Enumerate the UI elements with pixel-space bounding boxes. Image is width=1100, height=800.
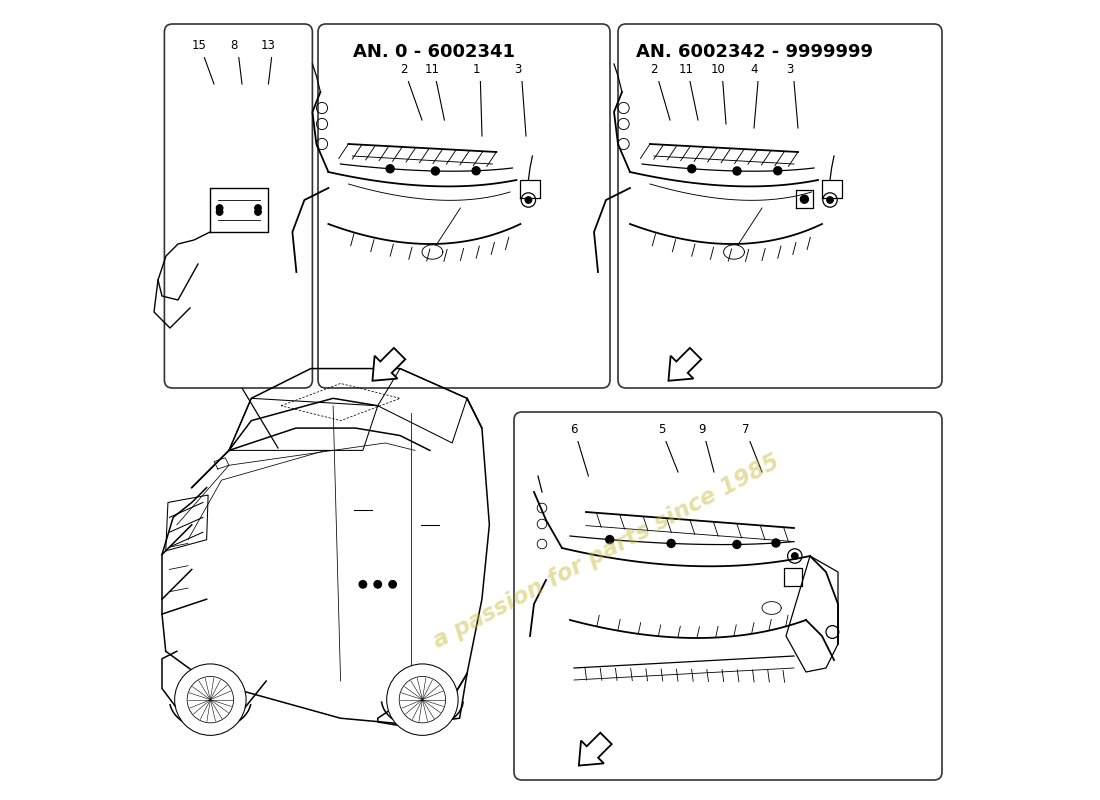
Circle shape: [360, 581, 366, 588]
Circle shape: [772, 539, 780, 547]
Text: 1: 1: [473, 63, 480, 76]
Text: 11: 11: [679, 63, 693, 76]
Circle shape: [255, 209, 261, 215]
Text: AN. 0 - 6002341: AN. 0 - 6002341: [353, 43, 515, 61]
Circle shape: [175, 664, 246, 735]
Circle shape: [387, 664, 458, 735]
Text: 9: 9: [698, 423, 706, 436]
Circle shape: [688, 165, 695, 173]
Circle shape: [472, 166, 480, 174]
Circle shape: [827, 197, 833, 203]
Polygon shape: [373, 348, 405, 381]
Text: 2: 2: [650, 63, 658, 76]
Text: 3: 3: [515, 63, 521, 76]
Circle shape: [801, 195, 808, 203]
Circle shape: [399, 677, 446, 723]
Circle shape: [217, 209, 223, 215]
FancyBboxPatch shape: [514, 412, 942, 780]
Polygon shape: [669, 348, 702, 381]
FancyBboxPatch shape: [318, 24, 610, 388]
Circle shape: [389, 581, 396, 588]
FancyBboxPatch shape: [618, 24, 942, 388]
Text: 11: 11: [425, 63, 440, 76]
Polygon shape: [579, 733, 612, 766]
Text: 4: 4: [750, 63, 758, 76]
Text: 2: 2: [400, 63, 407, 76]
Circle shape: [733, 541, 741, 549]
Text: AN. 6002342 - 9999999: AN. 6002342 - 9999999: [636, 43, 872, 61]
Circle shape: [374, 581, 382, 588]
Circle shape: [773, 166, 782, 174]
Circle shape: [217, 205, 223, 211]
Text: 8: 8: [230, 39, 238, 52]
Text: 3: 3: [786, 63, 794, 76]
Text: 5: 5: [658, 423, 666, 436]
Circle shape: [733, 167, 741, 175]
Circle shape: [792, 553, 798, 559]
Circle shape: [386, 165, 394, 173]
Circle shape: [255, 205, 261, 211]
FancyBboxPatch shape: [164, 24, 312, 388]
Circle shape: [431, 167, 439, 175]
Text: a passion for parts since 1985: a passion for parts since 1985: [429, 450, 783, 654]
Text: 15: 15: [192, 39, 207, 52]
Circle shape: [606, 535, 614, 543]
Circle shape: [187, 677, 233, 723]
Circle shape: [667, 539, 675, 547]
Text: 6: 6: [570, 423, 578, 436]
Circle shape: [525, 197, 531, 203]
Text: 10: 10: [711, 63, 725, 76]
Text: 7: 7: [742, 423, 750, 436]
Text: 13: 13: [261, 39, 276, 52]
